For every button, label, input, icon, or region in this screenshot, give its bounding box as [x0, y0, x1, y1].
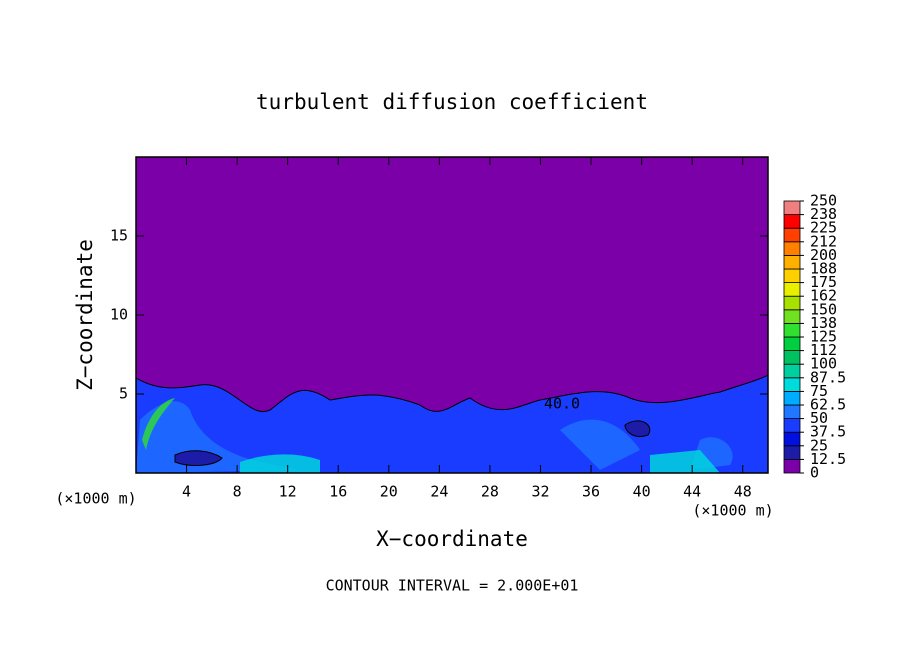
colorbar-band	[783, 241, 801, 256]
colorbar-band	[783, 268, 801, 284]
x-tick-label: 40	[633, 483, 651, 501]
x-unit-label: (×1000 m)	[55, 490, 136, 508]
colorbar-tick-label: 162	[810, 287, 837, 305]
field-region	[174, 420, 651, 466]
colorbar-band	[783, 309, 801, 324]
colorbar-tick-label: 50	[810, 409, 828, 427]
colorbar-band	[783, 200, 801, 216]
colorbar-band	[783, 390, 801, 406]
colorbar-tick-label: 150	[810, 300, 837, 318]
colorbar-band	[783, 295, 801, 311]
colorbar-band	[783, 418, 801, 433]
colorbar-band	[783, 254, 801, 270]
y-tick-label: 10	[110, 306, 128, 324]
field-region	[142, 398, 175, 450]
colorbar-band	[783, 282, 801, 297]
x-tick-label: 48	[734, 483, 752, 501]
x-tick-label: 44	[683, 483, 701, 501]
y-axis-label: Z−coordinate	[73, 239, 97, 391]
colorbar-tick-label: 87.5	[810, 368, 846, 386]
colorbar-tick-label: 25	[810, 436, 828, 454]
x-tick-label: 12	[279, 483, 297, 501]
colorbar-tick-label: 62.5	[810, 396, 846, 414]
colorbar-band	[783, 458, 801, 474]
colorbar-tick-label: 225	[810, 219, 837, 237]
colorbar-tick-label: 0	[810, 464, 819, 482]
colorbar-tick-label: 250	[810, 192, 837, 210]
colorbar-tick-label: 125	[810, 328, 837, 346]
x-tick-label: 28	[481, 483, 499, 501]
colorbar-band	[783, 363, 801, 379]
colorbar-tick-label: 37.5	[810, 423, 846, 441]
colorbar-band	[783, 350, 801, 365]
x-tick-label: 8	[233, 483, 242, 501]
chart-title: turbulent diffusion coefficient	[256, 90, 648, 114]
contour-label: 40.0	[544, 395, 580, 413]
y-tick-label: 5	[119, 385, 128, 403]
x-tick-label: 16	[329, 483, 347, 501]
x-tick-label: 4	[182, 483, 191, 501]
x-tick-label: 36	[582, 483, 600, 501]
colorbar-tick-label: 175	[810, 273, 837, 291]
colorbar-tick-label: 75	[810, 382, 828, 400]
y-tick-label: 15	[110, 227, 128, 245]
colorbar-band	[783, 445, 801, 460]
x-tick-label: 24	[430, 483, 448, 501]
x-unit-label: (×1000 m)	[692, 502, 773, 520]
x-tick-label: 20	[380, 483, 398, 501]
colorbar-tick-label: 212	[810, 232, 837, 250]
colorbar-tick-label: 238	[810, 205, 837, 223]
colorbar-band	[783, 336, 801, 352]
colorbar-band	[783, 431, 801, 447]
colorbar-tick-label: 12.5	[810, 450, 846, 468]
colorbar-band	[783, 404, 801, 420]
colorbar-band	[783, 214, 801, 229]
x-tick-label: 32	[531, 483, 549, 501]
colorbar-band	[783, 377, 801, 392]
colorbar-tick-label: 188	[810, 260, 837, 278]
colorbar-tick-label: 112	[810, 341, 837, 359]
annotation: CONTOUR INTERVAL = 2.000E+01	[326, 577, 579, 595]
colorbar-tick-label: 138	[810, 314, 837, 332]
colorbar-tick-label: 200	[810, 246, 837, 264]
colorbar-band	[783, 322, 801, 338]
x-axis-label: X−coordinate	[376, 527, 528, 551]
colorbar-band	[783, 227, 801, 243]
colorbar-tick-label: 100	[810, 355, 837, 373]
